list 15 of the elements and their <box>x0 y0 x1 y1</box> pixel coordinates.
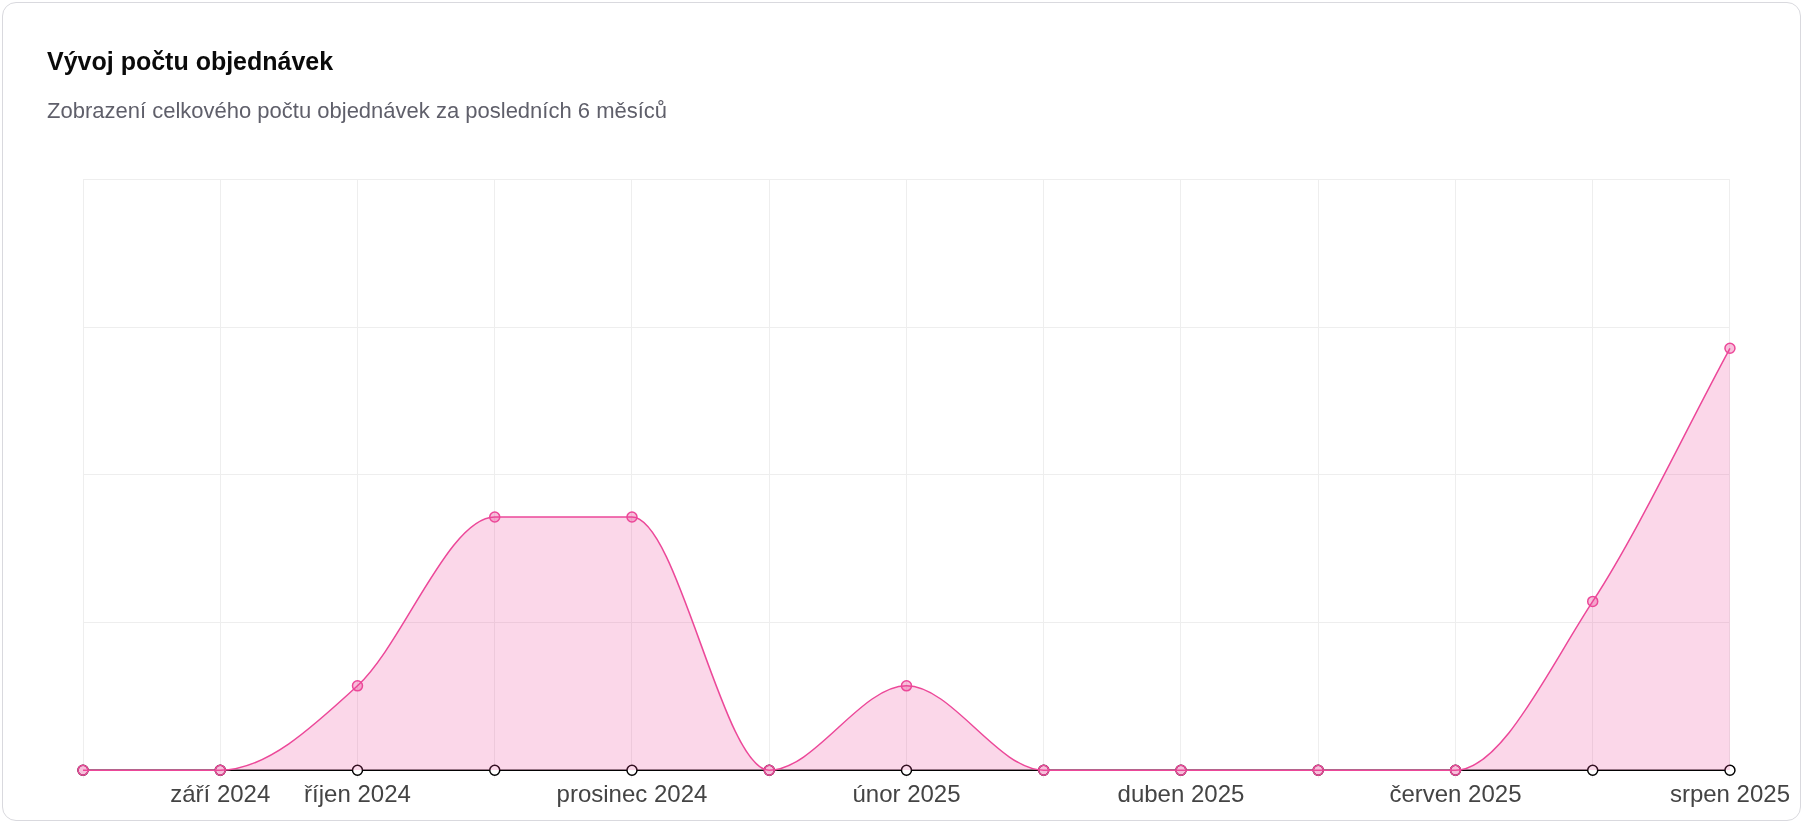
chart-title: Vývoj počtu objednávek <box>47 47 334 76</box>
point <box>900 680 913 692</box>
x-tick-label: prosinec 2024 <box>556 780 708 808</box>
point <box>1586 595 1599 608</box>
point <box>351 680 364 692</box>
x-tick-label: říjen 2024 <box>304 780 411 808</box>
x-tick-label: červen 2025 <box>1389 780 1522 808</box>
x-tick-label: únor 2025 <box>852 780 961 808</box>
x-tick-label: září 2024 <box>170 780 271 808</box>
point <box>626 511 638 523</box>
x-tick-label: duben 2025 <box>1117 780 1245 808</box>
x-tick-label: srpen 2025 <box>1669 780 1790 808</box>
point <box>488 511 501 523</box>
chart-subtitle: Zobrazení celkového počtu objednávek za posledních 6 měsíců <box>47 98 668 124</box>
point <box>1724 342 1736 355</box>
